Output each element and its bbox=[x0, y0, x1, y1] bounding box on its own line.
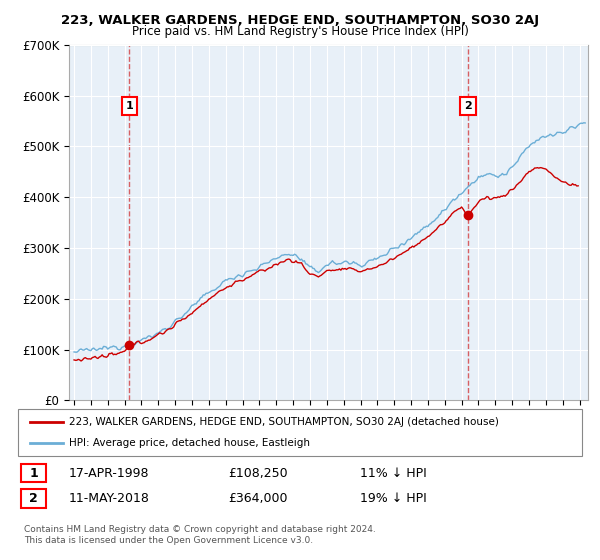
Text: 2: 2 bbox=[29, 492, 38, 505]
Text: 11-MAY-2018: 11-MAY-2018 bbox=[69, 492, 150, 505]
Text: 223, WALKER GARDENS, HEDGE END, SOUTHAMPTON, SO30 2AJ (detached house): 223, WALKER GARDENS, HEDGE END, SOUTHAMP… bbox=[69, 417, 499, 427]
Text: Price paid vs. HM Land Registry's House Price Index (HPI): Price paid vs. HM Land Registry's House … bbox=[131, 25, 469, 38]
Text: 223, WALKER GARDENS, HEDGE END, SOUTHAMPTON, SO30 2AJ: 223, WALKER GARDENS, HEDGE END, SOUTHAMP… bbox=[61, 14, 539, 27]
Text: £108,250: £108,250 bbox=[228, 466, 287, 480]
Text: Contains HM Land Registry data © Crown copyright and database right 2024.
This d: Contains HM Land Registry data © Crown c… bbox=[24, 525, 376, 545]
Text: 17-APR-1998: 17-APR-1998 bbox=[69, 466, 149, 480]
Text: 11% ↓ HPI: 11% ↓ HPI bbox=[360, 466, 427, 480]
Text: 19% ↓ HPI: 19% ↓ HPI bbox=[360, 492, 427, 505]
Text: 2: 2 bbox=[464, 101, 472, 111]
Text: 1: 1 bbox=[29, 466, 38, 480]
Text: HPI: Average price, detached house, Eastleigh: HPI: Average price, detached house, East… bbox=[69, 438, 310, 448]
Text: £364,000: £364,000 bbox=[228, 492, 287, 505]
Text: 1: 1 bbox=[125, 101, 133, 111]
